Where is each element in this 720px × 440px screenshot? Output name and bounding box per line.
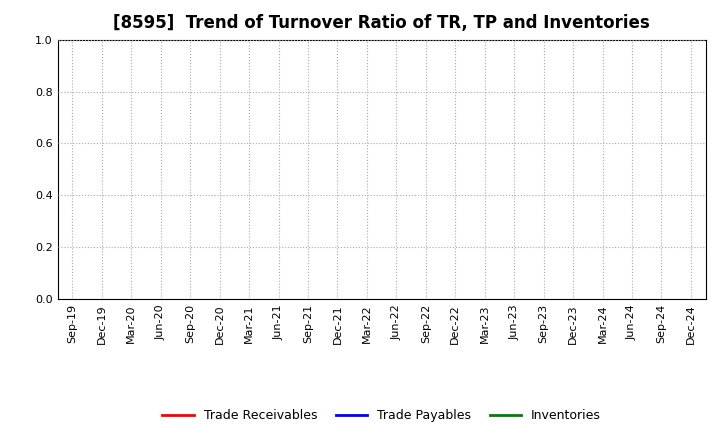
Legend: Trade Receivables, Trade Payables, Inventories: Trade Receivables, Trade Payables, Inven…: [157, 404, 606, 427]
Title: [8595]  Trend of Turnover Ratio of TR, TP and Inventories: [8595] Trend of Turnover Ratio of TR, TP…: [113, 15, 650, 33]
